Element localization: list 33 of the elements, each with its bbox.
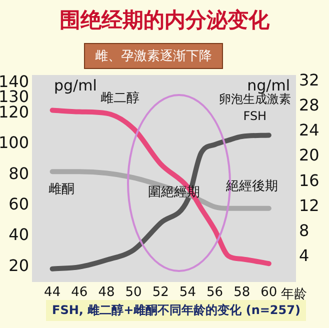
y2-tick-label: 32 [299,70,320,90]
y2-tick-label: 24 [299,120,320,140]
series-label: 雌酮 [48,180,74,198]
y2-tick-label: 28 [299,96,320,115]
x-tick-label: 46 [71,285,88,300]
text: FSH, 雌二醇+雌酮不同年龄的变化 (n=257) [46,300,306,321]
chart-subtitle: 雌、孕激素逐渐下降 [84,43,223,69]
y2-tick-label: 8 [299,220,310,240]
y2-tick-label: 12 [299,196,320,215]
x-tick-label: 54 [179,285,196,300]
y-tick-label: 80 [8,164,29,183]
annotation: 絕經後期 [226,178,278,195]
x-tick-label: 50 [125,285,142,300]
y2-tick-label: 16 [299,170,320,190]
y-tick-label: 20 [8,256,29,275]
series-label: 卵泡生成激素 FSH [218,92,291,126]
x-tick-label: 52 [152,285,169,300]
x-tick-label: 44 [44,285,61,300]
series-label: 雌二醇 [100,90,140,108]
y2-tick-label: 20 [299,146,320,165]
y-tick-label: 100 [0,133,29,152]
y2-tick-label: 4 [299,246,310,266]
y2-axis-title: ng/ml [247,76,290,94]
x-tick-label: 56 [206,285,224,300]
y-axis-title: pg/ml [54,76,97,94]
x-tick-label: 48 [98,285,115,300]
x-tick-label: 60 [260,285,278,300]
x-axis-title: 年龄 [280,286,307,302]
y-tick-label: 60 [8,194,29,214]
x-tick-label: 58 [234,285,250,300]
chart-title: 围绝经期的内分泌变化 [58,7,270,34]
y-tick-label: 40 [8,225,29,244]
annotation: 圍絕經期 [148,184,200,201]
